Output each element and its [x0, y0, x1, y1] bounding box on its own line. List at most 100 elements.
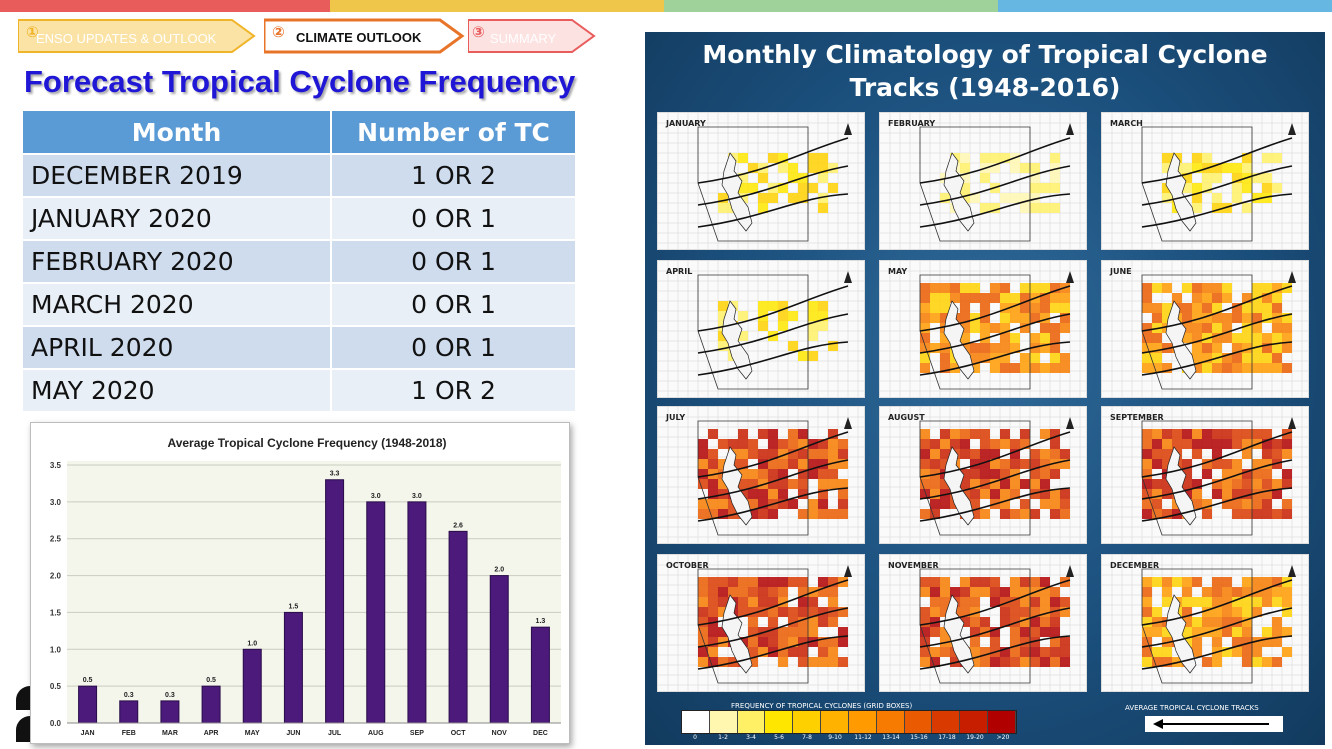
strip-segment-yellow [330, 0, 664, 12]
tile-month-label: APRIL [666, 267, 693, 276]
frequency-legend-bar [681, 710, 1017, 734]
tile-month-label: JULY [666, 413, 686, 422]
map-tile-april: APRIL [657, 260, 865, 398]
tile-month-label: OCTOBER [666, 561, 709, 570]
cell-month: FEBRUARY 2020 [23, 240, 332, 284]
bar-sep [407, 501, 427, 724]
x-tick-label: DEC [533, 730, 548, 737]
track-map-icon [658, 261, 864, 397]
tc-frequency-chart: Average Tropical Cyclone Frequency (1948… [30, 422, 570, 744]
legend-swatch [960, 711, 989, 733]
legend-swatch [765, 711, 794, 733]
legend-swatch [737, 711, 766, 733]
legend-swatch [988, 711, 1016, 733]
bar-oct [448, 530, 468, 724]
x-tick-label: JAN [81, 730, 95, 737]
y-tick-label: 2.0 [50, 572, 62, 581]
x-tick-label: APR [204, 730, 219, 737]
x-tick-label: JUN [286, 730, 300, 737]
climatology-panel: Monthly Climatology of Tropical Cyclone … [645, 32, 1325, 745]
tile-month-label: MAY [888, 267, 908, 276]
step-label-enso: ENSO UPDATES & OUTLOOK [36, 31, 217, 46]
bar-aug [366, 501, 386, 724]
track-map-icon [1102, 407, 1308, 543]
chevron-shape-icon [264, 18, 465, 54]
track-map-icon [1102, 555, 1308, 691]
bar-jun [283, 611, 303, 724]
legend-tick-label: 1-2 [718, 734, 728, 741]
legend-swatch [848, 711, 877, 733]
y-tick-label: 2.5 [50, 535, 62, 544]
climatology-title: Monthly Climatology of Tropical Cyclone … [645, 38, 1325, 104]
plot-area [67, 461, 561, 723]
cell-value: 0 OR 1 [331, 326, 577, 370]
data-label: 3.0 [412, 493, 422, 500]
x-tick-label: MAR [162, 730, 178, 737]
legend-swatch [821, 711, 849, 733]
legend-tick-label: 7-8 [802, 734, 812, 741]
data-label: 0.3 [124, 692, 134, 699]
data-label: 1.0 [247, 640, 257, 647]
breadcrumb: ① ENSO UPDATES & OUTLOOK ② CLIMATE OUTLO… [18, 16, 618, 56]
track-map-icon [880, 113, 1086, 249]
legend-swatch [876, 711, 905, 733]
bar-jan [78, 685, 98, 724]
breadcrumb-step-summary[interactable]: ③ SUMMARY [468, 16, 608, 56]
chart-title: Average Tropical Cyclone Frequency (1948… [167, 436, 446, 450]
legend-swatch [682, 711, 710, 733]
cell-month: MAY 2020 [23, 369, 332, 413]
y-tick-label: 3.0 [50, 498, 62, 507]
track-map-icon [658, 555, 864, 691]
legend-tick-label: 11-12 [854, 734, 872, 741]
climatology-title-line1: Monthly Climatology of Tropical Cyclone [702, 40, 1268, 69]
avg-tracks-label: AVERAGE TROPICAL CYCLONE TRACKS [1125, 704, 1259, 712]
bar-may [242, 648, 262, 724]
track-map-icon [1102, 113, 1308, 249]
track-map-icon [658, 407, 864, 543]
legend-swatch [709, 711, 738, 733]
tile-month-label: FEBRUARY [888, 119, 936, 128]
tile-month-label: AUGUST [888, 413, 925, 422]
legend-tick-label: 3-4 [746, 734, 756, 741]
legend-swatch [904, 711, 933, 733]
cell-value: 1 OR 2 [331, 369, 577, 413]
climatology-title-line2: Tracks (1948-2016) [849, 73, 1121, 102]
table-row: FEBRUARY 2020 0 OR 1 [23, 240, 577, 284]
cell-value: 1 OR 2 [331, 154, 577, 198]
cell-value: 0 OR 1 [331, 283, 577, 327]
legend-swatch [793, 711, 822, 733]
bar-dec [530, 626, 550, 724]
tile-month-label: NOVEMBER [888, 561, 939, 570]
legend-tick-label: 0 [693, 734, 697, 741]
x-tick-label: MAY [245, 730, 260, 737]
data-label: 3.3 [330, 471, 340, 478]
table-row: APRIL 2020 0 OR 1 [23, 326, 577, 370]
data-label: 3.0 [371, 493, 381, 500]
x-tick-label: JUL [328, 730, 342, 737]
x-tick-label: SEP [410, 730, 424, 737]
x-tick-label: FEB [122, 730, 136, 737]
legend-tick-label: 19-20 [966, 734, 984, 741]
breadcrumb-step-climate[interactable]: ② CLIMATE OUTLOOK [264, 16, 474, 56]
tile-month-label: DECEMBER [1110, 561, 1160, 570]
bar-jul [325, 479, 345, 724]
map-tile-september: SEPTEMBER [1101, 406, 1309, 544]
y-tick-label: 3.5 [50, 461, 62, 470]
cell-value: 0 OR 1 [331, 240, 577, 284]
agency-logo-icon [16, 686, 30, 742]
x-tick-label: AUG [368, 730, 384, 737]
track-map-icon [1102, 261, 1308, 397]
cell-month: MARCH 2020 [23, 283, 332, 327]
legend-swatch [932, 711, 961, 733]
tile-month-label: SEPTEMBER [1110, 413, 1164, 422]
map-tile-november: NOVEMBER [879, 554, 1087, 692]
track-map-icon [880, 261, 1086, 397]
map-tile-july: JULY [657, 406, 865, 544]
track-map-icon [658, 113, 864, 249]
tile-month-label: JANUARY [666, 119, 706, 128]
breadcrumb-step-enso[interactable]: ① ENSO UPDATES & OUTLOOK [18, 16, 258, 56]
legend-title: FREQUENCY OF TROPICAL CYCLONES (GRID BOX… [731, 702, 913, 710]
map-tile-december: DECEMBER [1101, 554, 1309, 692]
data-label: 1.5 [289, 603, 299, 610]
step-number-2: ② [272, 23, 285, 41]
